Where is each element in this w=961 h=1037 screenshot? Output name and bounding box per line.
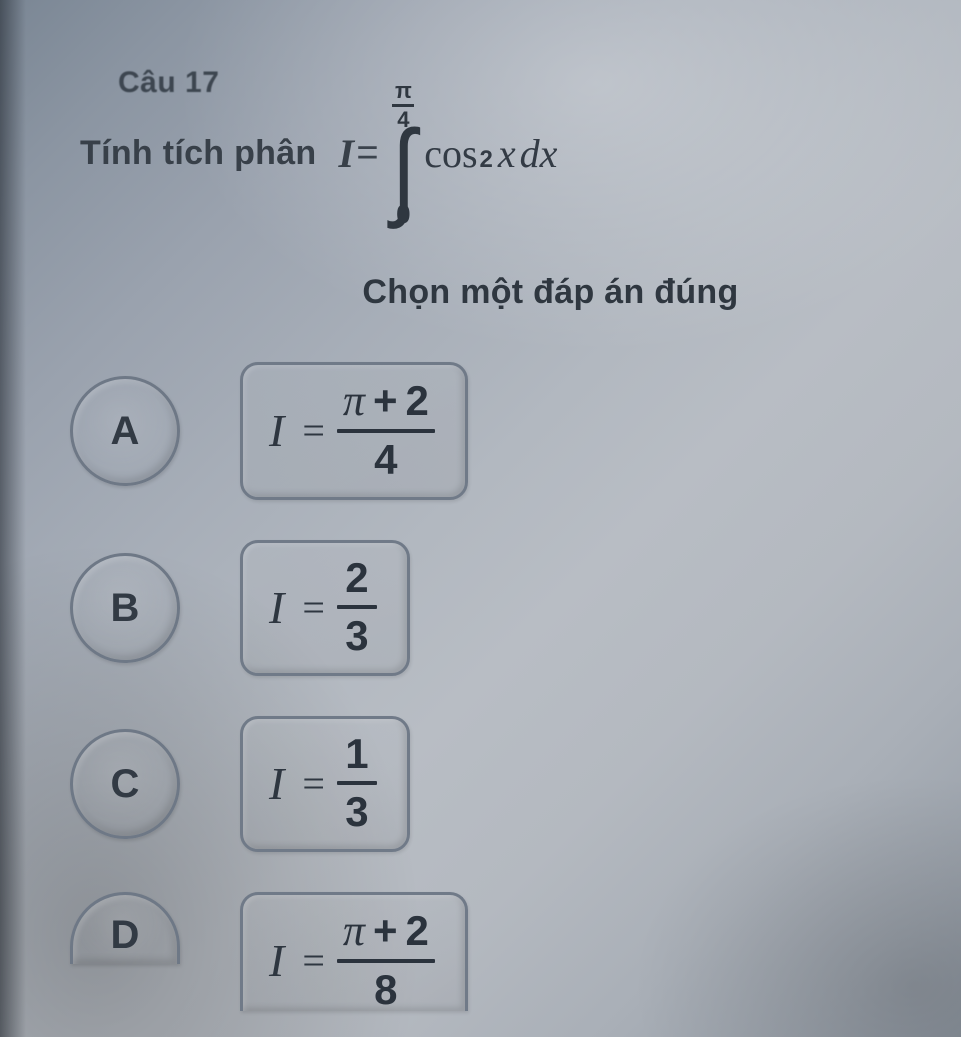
option-row-c[interactable]: C I = 1 3 (70, 716, 921, 852)
option-expression: I = 1 3 (269, 733, 377, 833)
integrand-var: x (498, 130, 516, 177)
expr-numerator: π+2 (337, 909, 435, 953)
expr-lhs: I (269, 581, 284, 634)
options-list: A I = π+2 4 (70, 362, 921, 1011)
expr-lhs: I (269, 404, 284, 457)
integral-expression: I = π 4 ∫ 0 cos 2 x dx (339, 80, 558, 227)
expr-frac-bar (337, 605, 377, 609)
expr-eq: = (302, 584, 325, 631)
expr-numerator: 2 (339, 557, 374, 599)
worksheet-page: Câu 17 Tính tích phân I = π 4 ∫ 0 cos (0, 0, 961, 1037)
expr-frac-bar (337, 781, 377, 785)
option-expression: I = π+2 4 (269, 379, 435, 481)
upper-num: π (395, 80, 412, 102)
expr-fraction: π+2 4 (337, 379, 435, 481)
equals-sign: = (356, 132, 378, 175)
option-letter: B (111, 586, 140, 631)
option-letter-badge[interactable]: A (70, 376, 180, 486)
expr-eq: = (302, 937, 325, 984)
symbol-I: I (339, 130, 355, 177)
option-letter: A (111, 409, 140, 454)
expr-denominator: 8 (368, 969, 403, 1011)
question-prefix: Tính tích phân (80, 134, 317, 173)
question-number-truncated: Câu 17 (118, 66, 219, 100)
question-row: Tính tích phân I = π 4 ∫ 0 cos 2 x (80, 80, 921, 227)
integral-symbol: ∫ (391, 127, 415, 211)
integrand-power: 2 (480, 146, 493, 174)
option-expression: I = 2 3 (269, 557, 377, 657)
option-value-box: I = π+2 8 (240, 892, 468, 1011)
page-left-shadow (0, 0, 26, 1037)
option-row-b[interactable]: B I = 2 3 (70, 540, 921, 676)
expr-fraction: 2 3 (337, 557, 377, 657)
expr-denominator: 3 (339, 615, 374, 657)
option-letter-badge[interactable]: C (70, 729, 180, 839)
expr-lhs: I (269, 934, 284, 987)
option-letter: D (111, 913, 140, 958)
expr-fraction: π+2 8 (337, 909, 435, 1011)
expr-numerator: 1 (339, 733, 374, 775)
integrand-dx: dx (520, 130, 558, 177)
option-letter: C (111, 762, 140, 807)
integrand-fn: cos (424, 130, 477, 177)
option-letter-badge[interactable]: D (70, 892, 180, 964)
option-letter-badge[interactable]: B (70, 553, 180, 663)
expr-frac-bar (337, 959, 435, 963)
option-value-box: I = 1 3 (240, 716, 410, 852)
instruction-text: Chọn một đáp án đúng (60, 273, 921, 312)
page-content: Câu 17 Tính tích phân I = π 4 ∫ 0 cos (60, 80, 921, 1011)
expr-denominator: 4 (368, 439, 403, 481)
expr-lhs: I (269, 757, 284, 810)
option-value-box: I = π+2 4 (240, 362, 468, 500)
expr-eq: = (302, 407, 325, 454)
expr-eq: = (302, 760, 325, 807)
expr-denominator: 3 (339, 791, 374, 833)
option-row-d[interactable]: D I = π+2 8 (70, 892, 921, 1011)
integral-sign-column: π 4 ∫ 0 (389, 80, 419, 227)
integrand: cos 2 x dx (424, 130, 557, 177)
option-value-box: I = 2 3 (240, 540, 410, 676)
option-expression: I = π+2 8 (269, 909, 435, 1011)
expr-frac-bar (337, 429, 435, 433)
option-row-a[interactable]: A I = π+2 4 (70, 362, 921, 500)
expr-numerator: π+2 (337, 379, 435, 423)
expr-fraction: 1 3 (337, 733, 377, 833)
